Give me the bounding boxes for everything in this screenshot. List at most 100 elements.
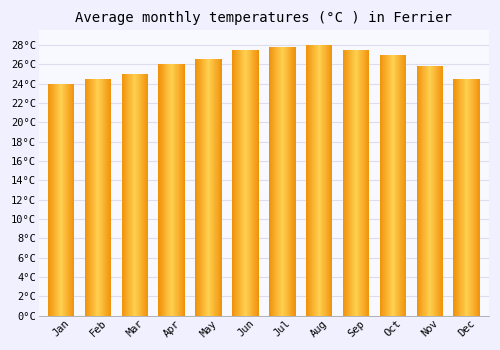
Bar (248, 50, 249, 316)
Bar (479, 79, 480, 316)
Bar (473, 79, 474, 316)
Bar (176, 64, 177, 316)
Bar (355, 50, 356, 316)
Bar (321, 45, 322, 316)
Bar (465, 79, 466, 316)
Bar (417, 66, 418, 316)
Bar (384, 55, 385, 316)
Bar (98, 79, 99, 316)
Bar (235, 50, 236, 316)
Bar (462, 79, 463, 316)
Bar (466, 79, 467, 316)
Bar (53, 84, 54, 316)
Bar (316, 45, 317, 316)
Bar (215, 60, 216, 316)
Bar (236, 50, 237, 316)
Bar (221, 60, 222, 316)
Bar (283, 47, 284, 316)
Bar (136, 74, 137, 316)
Bar (172, 64, 174, 316)
Bar (290, 47, 291, 316)
Bar (48, 84, 49, 316)
Bar (67, 84, 68, 316)
Bar (275, 47, 276, 316)
Bar (137, 74, 138, 316)
Bar (366, 50, 368, 316)
Bar (106, 79, 107, 316)
Bar (134, 74, 135, 316)
Bar (73, 84, 74, 316)
Bar (54, 84, 55, 316)
Bar (210, 60, 211, 316)
Bar (386, 55, 387, 316)
Bar (362, 50, 363, 316)
Bar (327, 45, 328, 316)
Bar (132, 74, 133, 316)
Bar (325, 45, 326, 316)
Bar (181, 64, 182, 316)
Bar (312, 45, 313, 316)
Bar (245, 50, 246, 316)
Bar (459, 79, 460, 316)
Bar (91, 79, 92, 316)
Bar (208, 60, 209, 316)
Bar (138, 74, 139, 316)
Bar (103, 79, 104, 316)
Bar (404, 55, 405, 316)
Bar (392, 55, 393, 316)
Bar (216, 60, 217, 316)
Bar (129, 74, 130, 316)
Bar (472, 79, 473, 316)
Bar (147, 74, 148, 316)
Bar (61, 84, 62, 316)
Bar (139, 74, 140, 316)
Bar (160, 64, 161, 316)
Bar (62, 84, 63, 316)
Bar (313, 45, 314, 316)
Bar (49, 84, 50, 316)
Bar (434, 66, 435, 316)
Bar (403, 55, 404, 316)
Bar (292, 47, 293, 316)
Bar (285, 47, 286, 316)
Bar (293, 47, 294, 316)
Bar (387, 55, 388, 316)
Bar (439, 66, 440, 316)
Bar (52, 84, 53, 316)
Bar (135, 74, 136, 316)
Bar (213, 60, 214, 316)
Bar (184, 64, 185, 316)
Bar (286, 47, 287, 316)
Bar (363, 50, 364, 316)
Bar (476, 79, 477, 316)
Bar (347, 50, 348, 316)
Bar (381, 55, 382, 316)
Bar (170, 64, 171, 316)
Bar (369, 50, 370, 316)
Bar (470, 79, 471, 316)
Bar (123, 74, 124, 316)
Bar (395, 55, 396, 316)
Bar (144, 74, 145, 316)
Bar (161, 64, 162, 316)
Bar (205, 60, 206, 316)
Bar (158, 64, 159, 316)
Bar (251, 50, 252, 316)
Bar (140, 74, 141, 316)
Bar (125, 74, 126, 316)
Bar (220, 60, 221, 316)
Bar (441, 66, 442, 316)
Bar (343, 50, 344, 316)
Bar (390, 55, 391, 316)
Bar (317, 45, 318, 316)
Bar (464, 79, 465, 316)
Bar (291, 47, 292, 316)
Bar (58, 84, 59, 316)
Bar (471, 79, 472, 316)
Bar (307, 45, 308, 316)
Bar (458, 79, 459, 316)
Bar (217, 60, 218, 316)
Bar (163, 64, 164, 316)
Bar (133, 74, 134, 316)
Bar (64, 84, 66, 316)
